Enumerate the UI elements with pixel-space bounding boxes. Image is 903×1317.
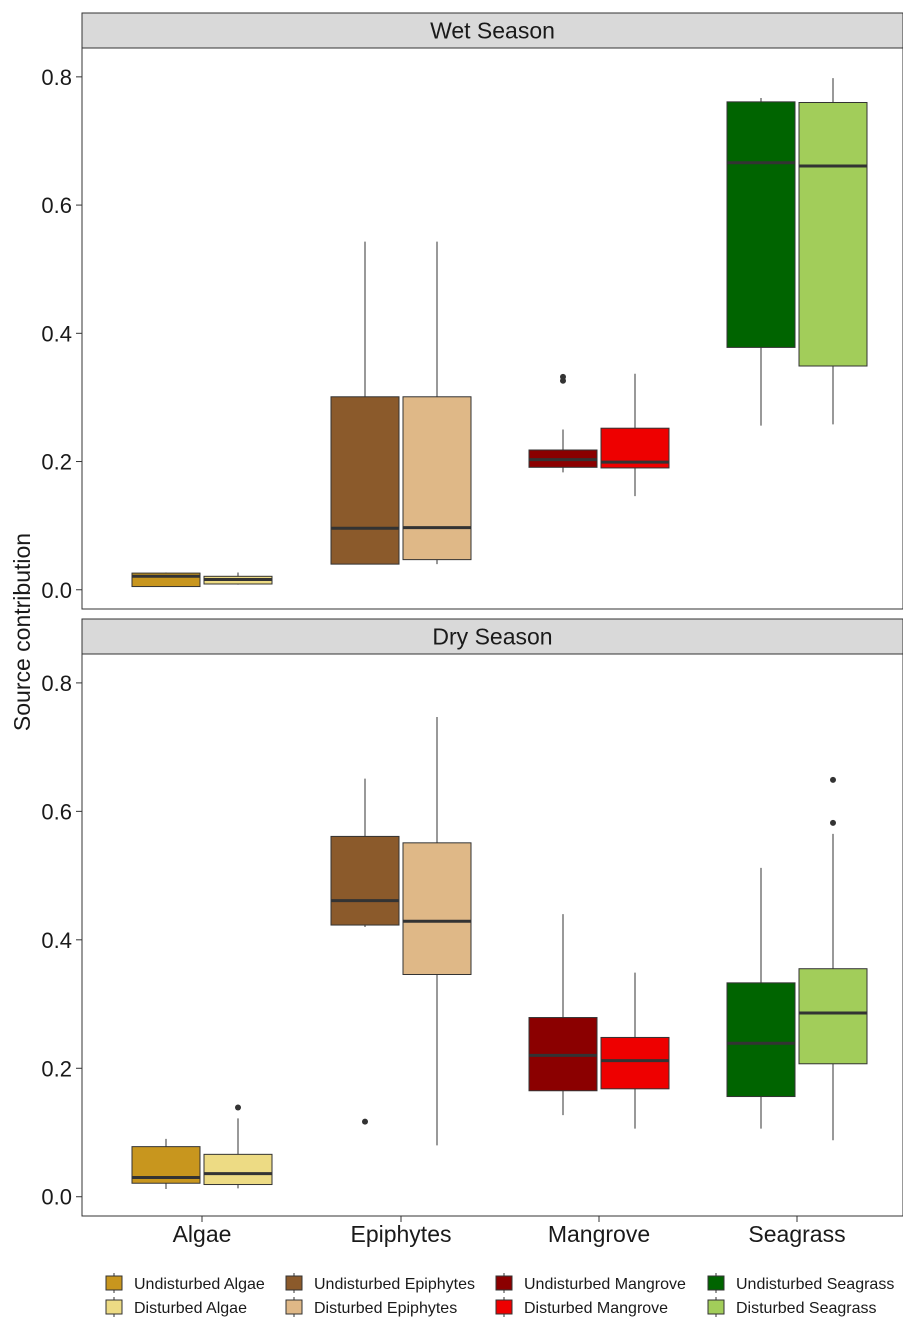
y-tick-label: 0.4 [41,321,72,346]
facet-title: Dry Season [432,624,552,650]
y-tick-label: 0.6 [41,799,72,824]
legend-key [707,1275,725,1291]
legend-label: Undisturbed Epiphytes [314,1276,475,1293]
legend-key [285,1299,303,1315]
legend-label: Undisturbed Mangrove [524,1276,686,1293]
box-undisturbed-epiphytes [330,241,400,565]
y-tick-label: 0.4 [41,928,72,953]
box-disturbed-algae [203,1104,273,1189]
box-iqr [330,835,400,926]
y-tick-label: 0.2 [41,1056,72,1081]
facet-strip [81,618,903,655]
box-disturbed-mangrove [600,373,670,497]
panel-dry-season: Dry Season 0.0 0.2 0.4 0.6 0.8 [41,618,903,1217]
box-iqr [402,842,472,976]
facet-title: Wet Season [430,18,555,44]
facet-strip [81,12,903,49]
y-tick-label: 0.8 [41,671,72,696]
legend-item: Disturbed Epiphytes [285,1297,457,1317]
y-tick-label: 0.2 [41,450,72,475]
box-iqr [330,396,400,565]
legend-key [285,1275,303,1291]
box-undisturbed-algae [131,1138,201,1190]
box-iqr [402,396,472,561]
y-tick-label: 0.8 [41,65,72,90]
box-undisturbed-mangrove [528,914,598,1116]
legend: Undisturbed Algae Undisturbed Epiphytes Un… [105,1273,894,1317]
outlier-point [362,1118,368,1125]
outlier-point [830,819,836,826]
y-tick-label: 0.6 [41,193,72,218]
outlier-point [560,373,566,380]
y-axis-label: Source contribution [9,533,35,731]
box-iqr [600,1036,670,1090]
x-tick-label: Mangrove [548,1221,650,1247]
legend-item: Disturbed Seagrass [707,1297,877,1317]
box-iqr [726,101,796,348]
box-undisturbed-seagrass [726,98,796,426]
outlier-point [235,1104,241,1111]
panel-wet-season: Wet Season 0.0 0.2 0.4 0.6 0.8 [41,12,903,610]
legend-label: Disturbed Algae [134,1300,247,1317]
box-disturbed-seagrass [798,78,868,425]
box-iqr [726,982,796,1098]
legend-key [495,1275,513,1291]
x-tick-label: Seagrass [748,1221,845,1247]
legend-label: Undisturbed Algae [134,1276,265,1293]
legend-item: Undisturbed Algae [105,1273,265,1293]
box-disturbed-epiphytes [402,241,472,565]
panel-border [81,47,903,610]
legend-key [105,1299,123,1315]
box-iqr [798,968,868,1065]
box-disturbed-seagrass [798,776,868,1141]
box-undisturbed-mangrove [528,373,598,473]
legend-key [105,1275,123,1291]
x-tick-label: Epiphytes [350,1221,451,1247]
box-disturbed-epiphytes [402,716,472,1146]
panel-border [81,653,903,1217]
legend-item: Disturbed Mangrove [495,1297,668,1317]
box-iqr [798,101,868,367]
legend-label: Disturbed Mangrove [524,1300,668,1317]
box-undisturbed-algae [131,572,201,588]
legend-item: Undisturbed Seagrass [707,1273,894,1293]
box-disturbed-algae [203,572,273,585]
box-disturbed-mangrove [600,972,670,1129]
legend-label: Disturbed Seagrass [736,1300,877,1317]
outlier-point [830,776,836,783]
legend-key [495,1299,513,1315]
legend-label: Undisturbed Seagrass [736,1276,894,1293]
legend-item: Undisturbed Mangrove [495,1273,686,1293]
legend-item: Disturbed Algae [105,1297,247,1317]
legend-item: Undisturbed Epiphytes [285,1273,475,1293]
legend-key [707,1299,725,1315]
box-undisturbed-seagrass [726,867,796,1129]
box-undisturbed-epiphytes [330,778,400,1125]
box-iqr [203,1153,273,1186]
legend-label: Disturbed Epiphytes [314,1300,457,1317]
y-tick-label: 0.0 [41,578,72,603]
x-tick-label: Algae [173,1221,232,1247]
y-tick-label: 0.0 [41,1185,72,1210]
